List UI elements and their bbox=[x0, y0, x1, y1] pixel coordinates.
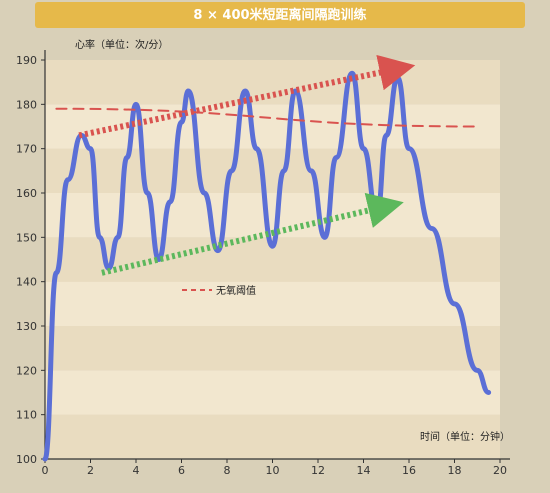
x-tick-label: 14 bbox=[357, 464, 371, 477]
x-tick-label: 6 bbox=[178, 464, 185, 477]
x-tick-label: 20 bbox=[493, 464, 507, 477]
x-tick-label: 0 bbox=[42, 464, 49, 477]
x-tick-label: 18 bbox=[448, 464, 462, 477]
trend-arrows bbox=[78, 54, 416, 276]
x-tick-label: 16 bbox=[402, 464, 416, 477]
x-tick-label: 8 bbox=[224, 464, 231, 477]
x-tick-label: 10 bbox=[266, 464, 280, 477]
y-tick-label: 100 bbox=[16, 453, 37, 466]
y-tick-label: 120 bbox=[16, 364, 37, 377]
y-tick-group: 100 110 120 130 140 150 160 170 180 190 bbox=[16, 54, 45, 466]
grid-band bbox=[45, 148, 500, 193]
grid-band bbox=[45, 414, 500, 459]
x-tick-label: 4 bbox=[133, 464, 140, 477]
y-axis-title: 心率（单位：次/分） bbox=[75, 38, 168, 51]
x-tick-label: 2 bbox=[87, 464, 94, 477]
grid-band bbox=[45, 60, 500, 105]
x-tick-group: 0 2 4 6 8 10 12 14 16 18 20 bbox=[42, 459, 507, 477]
title-banner bbox=[35, 2, 525, 28]
y-tick-label: 150 bbox=[16, 231, 37, 244]
grid-band bbox=[45, 370, 500, 415]
x-tick-label: 12 bbox=[311, 464, 325, 477]
y-tick-label: 190 bbox=[16, 54, 37, 67]
y-tick-label: 180 bbox=[16, 98, 37, 111]
y-tick-label: 110 bbox=[16, 409, 37, 422]
y-tick-label: 170 bbox=[16, 143, 37, 156]
legend-label-threshold: 无氧阈值 bbox=[216, 284, 256, 297]
x-axis-title: 时间（单位：分钟） bbox=[420, 430, 510, 443]
chart-title: 8 × 400米短距离间隔跑训练 bbox=[193, 7, 366, 23]
rising-peak-arrow bbox=[78, 54, 416, 139]
y-tick-label: 160 bbox=[16, 187, 37, 200]
y-tick-label: 130 bbox=[16, 320, 37, 333]
y-tick-label: 140 bbox=[16, 276, 37, 289]
grid-band bbox=[45, 281, 500, 326]
rising-trough-arrow bbox=[101, 192, 404, 276]
threshold-line bbox=[55, 107, 479, 128]
heart-rate-line bbox=[42, 70, 492, 462]
series-group bbox=[42, 70, 492, 462]
grid-band bbox=[45, 326, 500, 371]
